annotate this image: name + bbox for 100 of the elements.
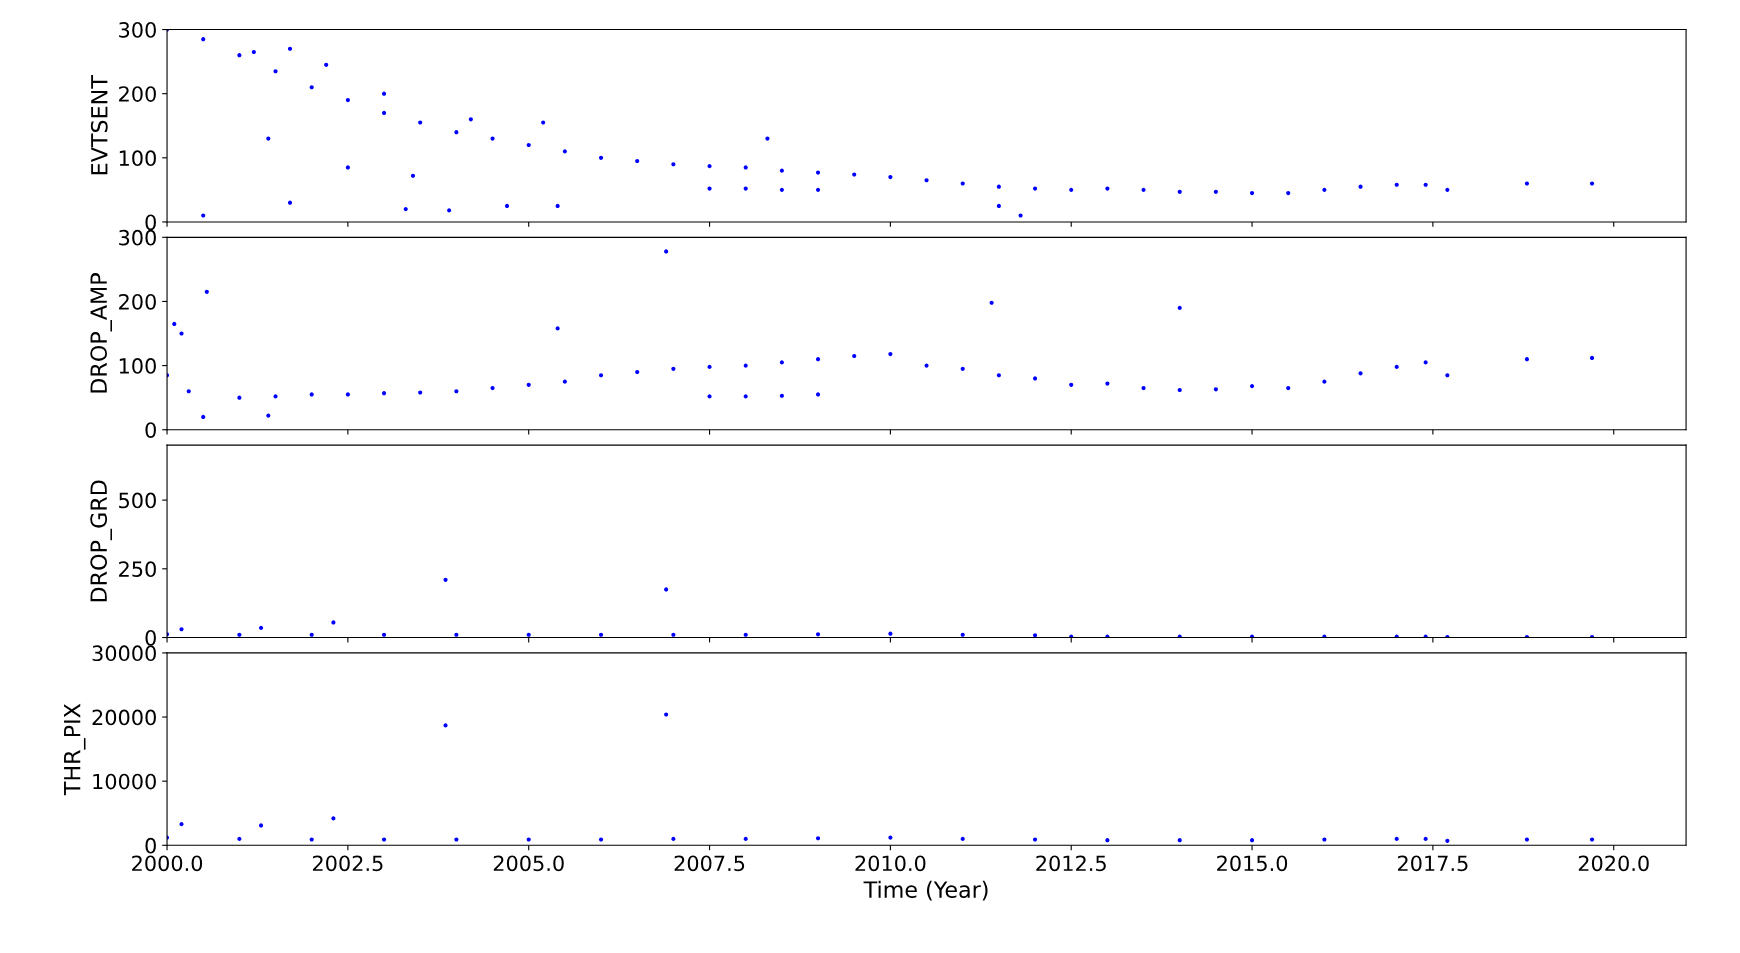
point	[443, 577, 448, 582]
point	[1445, 373, 1450, 378]
y-tick-label: 200	[119, 86, 156, 102]
point	[381, 632, 387, 637]
point	[381, 391, 387, 396]
point	[1069, 382, 1074, 387]
point	[960, 632, 965, 637]
x-tick-label: 2015.0	[1217, 855, 1288, 872]
x-tick-label: 2000.0	[132, 855, 203, 872]
point	[1177, 838, 1182, 843]
point	[258, 823, 264, 828]
point	[707, 364, 712, 369]
point	[1249, 838, 1255, 843]
point	[1105, 838, 1110, 843]
point	[562, 379, 567, 384]
point	[989, 300, 994, 305]
point	[664, 587, 669, 592]
point	[1141, 385, 1146, 391]
y-tick-label: 200	[119, 293, 156, 310]
point	[258, 625, 264, 630]
point	[1423, 836, 1428, 841]
point	[664, 249, 669, 254]
point	[598, 837, 604, 842]
point	[381, 837, 387, 842]
y-tick-label: 500	[119, 492, 156, 509]
point	[671, 366, 676, 371]
point	[1524, 357, 1530, 362]
y-tick-label: 100	[119, 358, 156, 374]
y-axis-title: THR_PIX	[64, 703, 86, 796]
point	[1249, 384, 1255, 389]
point	[664, 712, 669, 717]
point	[179, 627, 184, 632]
y-tick-label: 300	[119, 22, 156, 38]
point	[179, 822, 184, 827]
point	[779, 360, 784, 365]
point	[779, 393, 784, 398]
point	[888, 631, 893, 636]
x-axis-title: Time (Year)	[863, 880, 988, 901]
y-tick-label: 250	[119, 561, 156, 578]
point	[237, 395, 242, 400]
y-axis-title: EVTSENT	[90, 75, 108, 175]
point	[1394, 836, 1399, 841]
point	[237, 836, 242, 841]
y-tick-label: 0	[145, 422, 156, 438]
y-tick-label: 100	[119, 150, 156, 167]
y-tick-label: 0	[145, 214, 156, 231]
x-tick-label: 2020.0	[1578, 855, 1649, 872]
point	[1589, 837, 1595, 842]
point	[815, 632, 821, 637]
point	[671, 836, 676, 841]
y-axis-title: DROP_GRD	[90, 480, 112, 602]
point	[309, 632, 314, 637]
y-tick-label: 0	[145, 837, 156, 854]
point	[1032, 837, 1038, 842]
point	[598, 632, 604, 637]
point	[204, 289, 209, 294]
point	[1032, 376, 1038, 381]
point	[454, 389, 459, 394]
y-tick-label: 300	[119, 229, 156, 246]
x-tick-label: 2010.0	[855, 855, 926, 872]
point	[743, 394, 748, 399]
point	[345, 392, 350, 397]
point	[743, 632, 748, 637]
y-axis-title: DROP_AMP	[90, 273, 112, 393]
x-tick-label: 2002.5	[312, 855, 383, 872]
point	[454, 632, 459, 637]
point	[1589, 355, 1595, 360]
point	[671, 632, 676, 637]
point	[172, 321, 177, 326]
point	[526, 382, 531, 387]
point	[815, 357, 821, 362]
point	[201, 414, 206, 419]
point	[888, 351, 893, 357]
point	[815, 392, 821, 397]
point	[1213, 387, 1218, 392]
point	[1286, 385, 1291, 391]
point	[598, 373, 604, 378]
point	[1177, 387, 1182, 393]
point	[1445, 838, 1450, 843]
point	[635, 369, 640, 375]
x-tick-label: 2005.0	[493, 855, 564, 872]
point	[1032, 633, 1038, 638]
y-tick-label: 10000	[93, 773, 156, 790]
point	[743, 363, 748, 368]
point	[852, 353, 857, 359]
y-tick-label: 30000	[92, 645, 156, 662]
point	[1177, 305, 1182, 310]
point	[490, 385, 495, 391]
point	[960, 366, 965, 371]
point	[526, 632, 531, 637]
point	[815, 836, 821, 841]
point	[1394, 364, 1399, 369]
x-tick-label: 2017.5	[1397, 855, 1468, 872]
y-tick-label: 20000	[92, 709, 156, 726]
point	[418, 390, 423, 395]
point	[237, 632, 242, 637]
point	[960, 836, 965, 841]
point	[186, 389, 191, 394]
point	[1524, 837, 1530, 842]
point	[179, 331, 184, 336]
